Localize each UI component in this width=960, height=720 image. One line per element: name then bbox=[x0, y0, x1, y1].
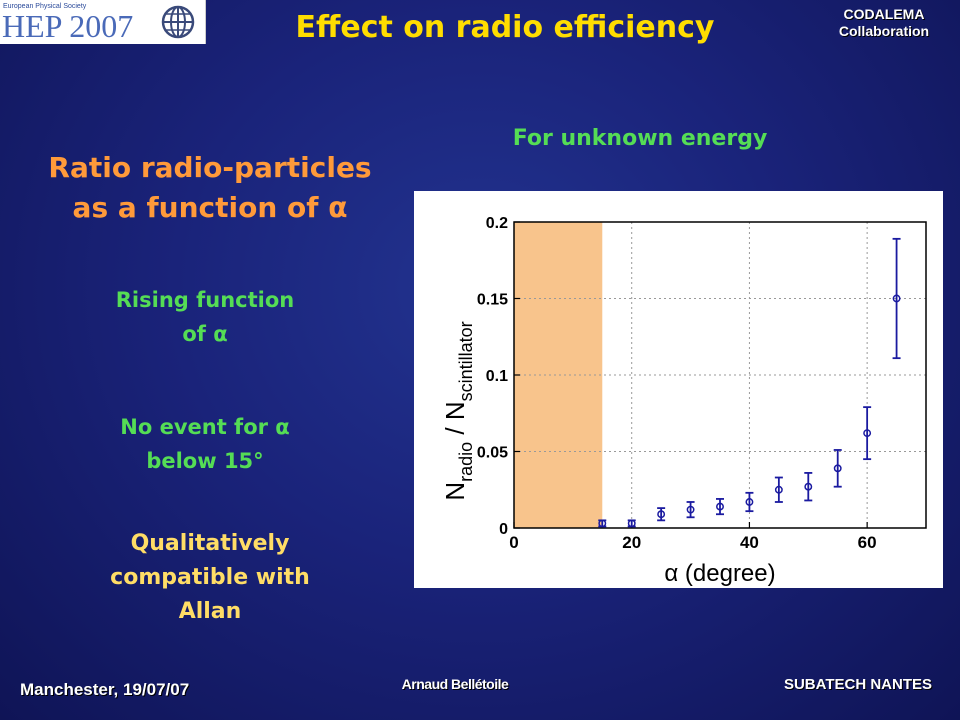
logo-hep-text: HEP 2007 bbox=[2, 8, 134, 44]
y-tick-label: 0.05 bbox=[477, 445, 508, 462]
qual-line3: Allan bbox=[178, 599, 242, 624]
noevent-line2: below 15° bbox=[146, 449, 264, 473]
qual-line2: compatible with bbox=[110, 565, 310, 590]
globe-icon bbox=[161, 5, 195, 39]
excluded-region bbox=[514, 222, 603, 528]
data-point bbox=[598, 519, 607, 528]
rising-function-text: Rising function of α bbox=[60, 283, 350, 351]
slide-title: Effect on radio efficiency bbox=[295, 10, 715, 45]
y-tick-label: 0.1 bbox=[486, 368, 508, 385]
footer-institution: SUBATECH NANTES bbox=[783, 676, 932, 693]
footer-author: Arnaud Bellétoile bbox=[401, 676, 509, 692]
ratio-chart: 0 20 40 60 0 0.05 0.1 0.15 0.2 Nradio / Nscintil… bbox=[440, 215, 927, 587]
data-point bbox=[745, 498, 754, 506]
y-tick-label: 0.2 bbox=[486, 215, 508, 232]
hep2007-logo: European Physical Society HEP 2007 bbox=[0, 0, 206, 44]
rising-line1: Rising function bbox=[115, 288, 295, 312]
x-tick-label: 60 bbox=[858, 533, 877, 552]
data-point bbox=[716, 502, 724, 511]
y-axis-label: Nradio / Nscintillator bbox=[440, 321, 476, 500]
x-tick-label: 40 bbox=[740, 533, 759, 552]
data-point bbox=[627, 519, 636, 528]
data-point bbox=[774, 485, 783, 494]
y-tick-label: 0 bbox=[499, 521, 508, 538]
chart-panel: 0 20 40 60 0 0.05 0.1 0.15 0.2 Nradio / Nscintil… bbox=[414, 191, 943, 588]
data-point bbox=[833, 464, 842, 473]
data-point bbox=[686, 505, 695, 514]
data-point bbox=[863, 429, 872, 438]
qual-line1: Qualitatively bbox=[130, 531, 290, 556]
collaboration-label: CODALEMA Collaboration bbox=[824, 6, 944, 40]
no-event-text: No event for α below 15° bbox=[60, 410, 350, 478]
x-tick-label: 0 bbox=[509, 533, 518, 552]
logo-society-text: European Physical Society bbox=[3, 3, 87, 10]
data-point bbox=[804, 482, 813, 491]
footer-location-date: Manchester, 19/07/07 bbox=[20, 680, 190, 699]
noevent-line1: No event for α bbox=[120, 415, 290, 439]
data-point bbox=[892, 294, 901, 303]
qualitatively-text: Qualitatively compatible with Allan bbox=[50, 527, 370, 629]
ratio-heading: Ratio radio-particles as a function of α bbox=[20, 148, 400, 228]
x-tick-label: 20 bbox=[622, 533, 641, 552]
ratio-heading-line1: Ratio radio-particles bbox=[48, 151, 372, 184]
chart-subtitle: For unknown energy bbox=[512, 126, 768, 151]
collab-line1: CODALEMA bbox=[843, 6, 925, 22]
x-axis-label: α (degree) bbox=[664, 560, 775, 587]
ratio-heading-line2: as a function of α bbox=[72, 191, 348, 224]
collab-line2: Collaboration bbox=[838, 23, 930, 39]
data-point bbox=[657, 510, 666, 519]
rising-line2: of α bbox=[182, 322, 228, 346]
y-tick-label: 0.15 bbox=[477, 292, 508, 309]
